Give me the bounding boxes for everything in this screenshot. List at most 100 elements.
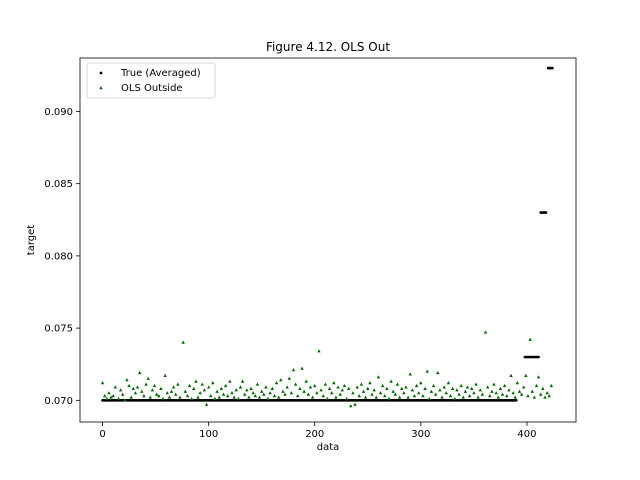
ols-outside-point: [440, 395, 444, 399]
ols-outside-point: [259, 389, 264, 393]
ols-outside-point: [359, 382, 364, 386]
ols-outside-point: [349, 404, 353, 408]
ols-outside-point: [317, 349, 321, 353]
ols-outside-point: [423, 386, 427, 390]
ols-outside-point: [178, 395, 182, 399]
legend: True (Averaged) OLS Outside: [86, 62, 216, 99]
ols-outside-point: [393, 392, 398, 396]
ols-outside-point: [165, 391, 169, 395]
ols-outside-point: [470, 386, 474, 390]
ols-outside-point: [433, 392, 438, 396]
ols-outside-point: [270, 386, 274, 390]
ols-outside-point: [107, 391, 111, 395]
ols-outside-point: [127, 383, 131, 388]
ols-outside-point: [183, 389, 187, 393]
ols-outside-point: [410, 388, 415, 392]
y-axis-ticks: 0.070 0.075 0.080 0.085 0.090: [44, 107, 80, 407]
ols-outside-point: [140, 389, 144, 393]
ols-outside-point: [196, 395, 200, 399]
y-axis-label: target: [26, 225, 37, 255]
ols-outside-point: [142, 394, 146, 398]
ols-outside-point: [400, 386, 404, 390]
ols-outside-point: [417, 391, 421, 395]
ols-outside-point: [253, 394, 258, 398]
ols-outside-point: [387, 396, 391, 401]
axes-frame: [79, 57, 577, 423]
ols-outside-point: [304, 379, 308, 383]
ols-outside-point: [536, 375, 541, 379]
ols-outside-point: [404, 385, 408, 389]
ols-outside-point: [313, 383, 317, 388]
ols-outside-point: [221, 392, 226, 396]
ols-outside-point: [543, 395, 547, 399]
ols-outside-point: [408, 372, 412, 376]
ols-outside-point: [105, 396, 109, 401]
ols-outside-point: [547, 394, 551, 398]
ols-outside-point: [209, 394, 213, 398]
ols-outside-point: [366, 386, 370, 390]
ols-outside-point: [226, 394, 230, 398]
ols-outside-point: [161, 396, 165, 401]
ols-outside-point: [113, 385, 117, 389]
ols-outside-point: [219, 386, 224, 390]
legend-label-true: True (Averaged): [120, 68, 201, 79]
ols-outside-point: [357, 394, 361, 398]
ols-outside-point: [300, 366, 304, 370]
ols-outside-point: [192, 386, 196, 390]
ols-outside-point: [539, 392, 543, 396]
ols-outside-point: [459, 383, 463, 388]
true-averaged-series: [101, 66, 554, 402]
ols-outside-point: [448, 394, 453, 398]
ols-outside-point: [370, 392, 374, 396]
ols-outside-point: [380, 383, 385, 388]
ols-outside-point: [325, 396, 330, 401]
ols-outside-point: [247, 395, 251, 399]
ols-outside-point: [444, 391, 448, 395]
chart-title: Figure 4.12. OLS Out: [266, 40, 390, 54]
x-axis-ticks: 0 100 200 300 400: [99, 422, 536, 440]
ols-outside-point: [152, 383, 157, 388]
ols-outside-point: [171, 385, 176, 389]
ols-outside-point: [522, 385, 526, 389]
ols-outside-point: [150, 388, 155, 392]
ols-outside-point: [515, 381, 520, 385]
y-tick-label: 0.090: [44, 107, 73, 118]
ols-outside-point: [264, 385, 268, 389]
ols-outside-point: [507, 388, 511, 392]
ols-outside-point: [217, 395, 221, 399]
ols-outside-point: [511, 391, 515, 395]
ols-outside-point: [483, 330, 488, 334]
ols-outside-point: [245, 388, 249, 392]
y-tick-label: 0.085: [44, 179, 73, 190]
ols-outside-point: [465, 385, 470, 389]
ols-outside-point: [274, 381, 279, 385]
ols-outside-point: [262, 392, 266, 396]
legend-marker-ols: [99, 86, 103, 90]
ols-outside-point: [414, 383, 419, 388]
ols-outside-point: [446, 381, 451, 385]
ols-outside-point: [436, 370, 440, 375]
x-tick-label: 100: [199, 429, 218, 440]
ols-outside-point: [167, 395, 172, 399]
ols-outside-point: [266, 396, 270, 401]
ols-outside-point: [213, 396, 217, 401]
ols-outside-point: [189, 396, 194, 401]
true-averaged-point: [551, 66, 554, 70]
ols-outside-point: [425, 369, 429, 373]
ols-outside-point: [363, 395, 368, 399]
ols-outside-point: [490, 389, 494, 393]
ols-outside-point: [457, 392, 461, 396]
ols-outside-point: [234, 388, 238, 392]
ols-outside-point: [185, 394, 190, 398]
ols-outside-point: [154, 392, 159, 396]
ols-outside-point: [500, 392, 505, 396]
ols-outside-point: [402, 391, 406, 395]
ols-outside-point: [315, 391, 319, 395]
ols-outside-point: [463, 389, 468, 393]
ols-outside-point: [131, 386, 136, 390]
ols-outside-point: [257, 395, 262, 399]
ols-outside-point: [494, 391, 498, 395]
ols-outside-point: [338, 392, 342, 396]
ols-outside-point: [353, 402, 357, 406]
